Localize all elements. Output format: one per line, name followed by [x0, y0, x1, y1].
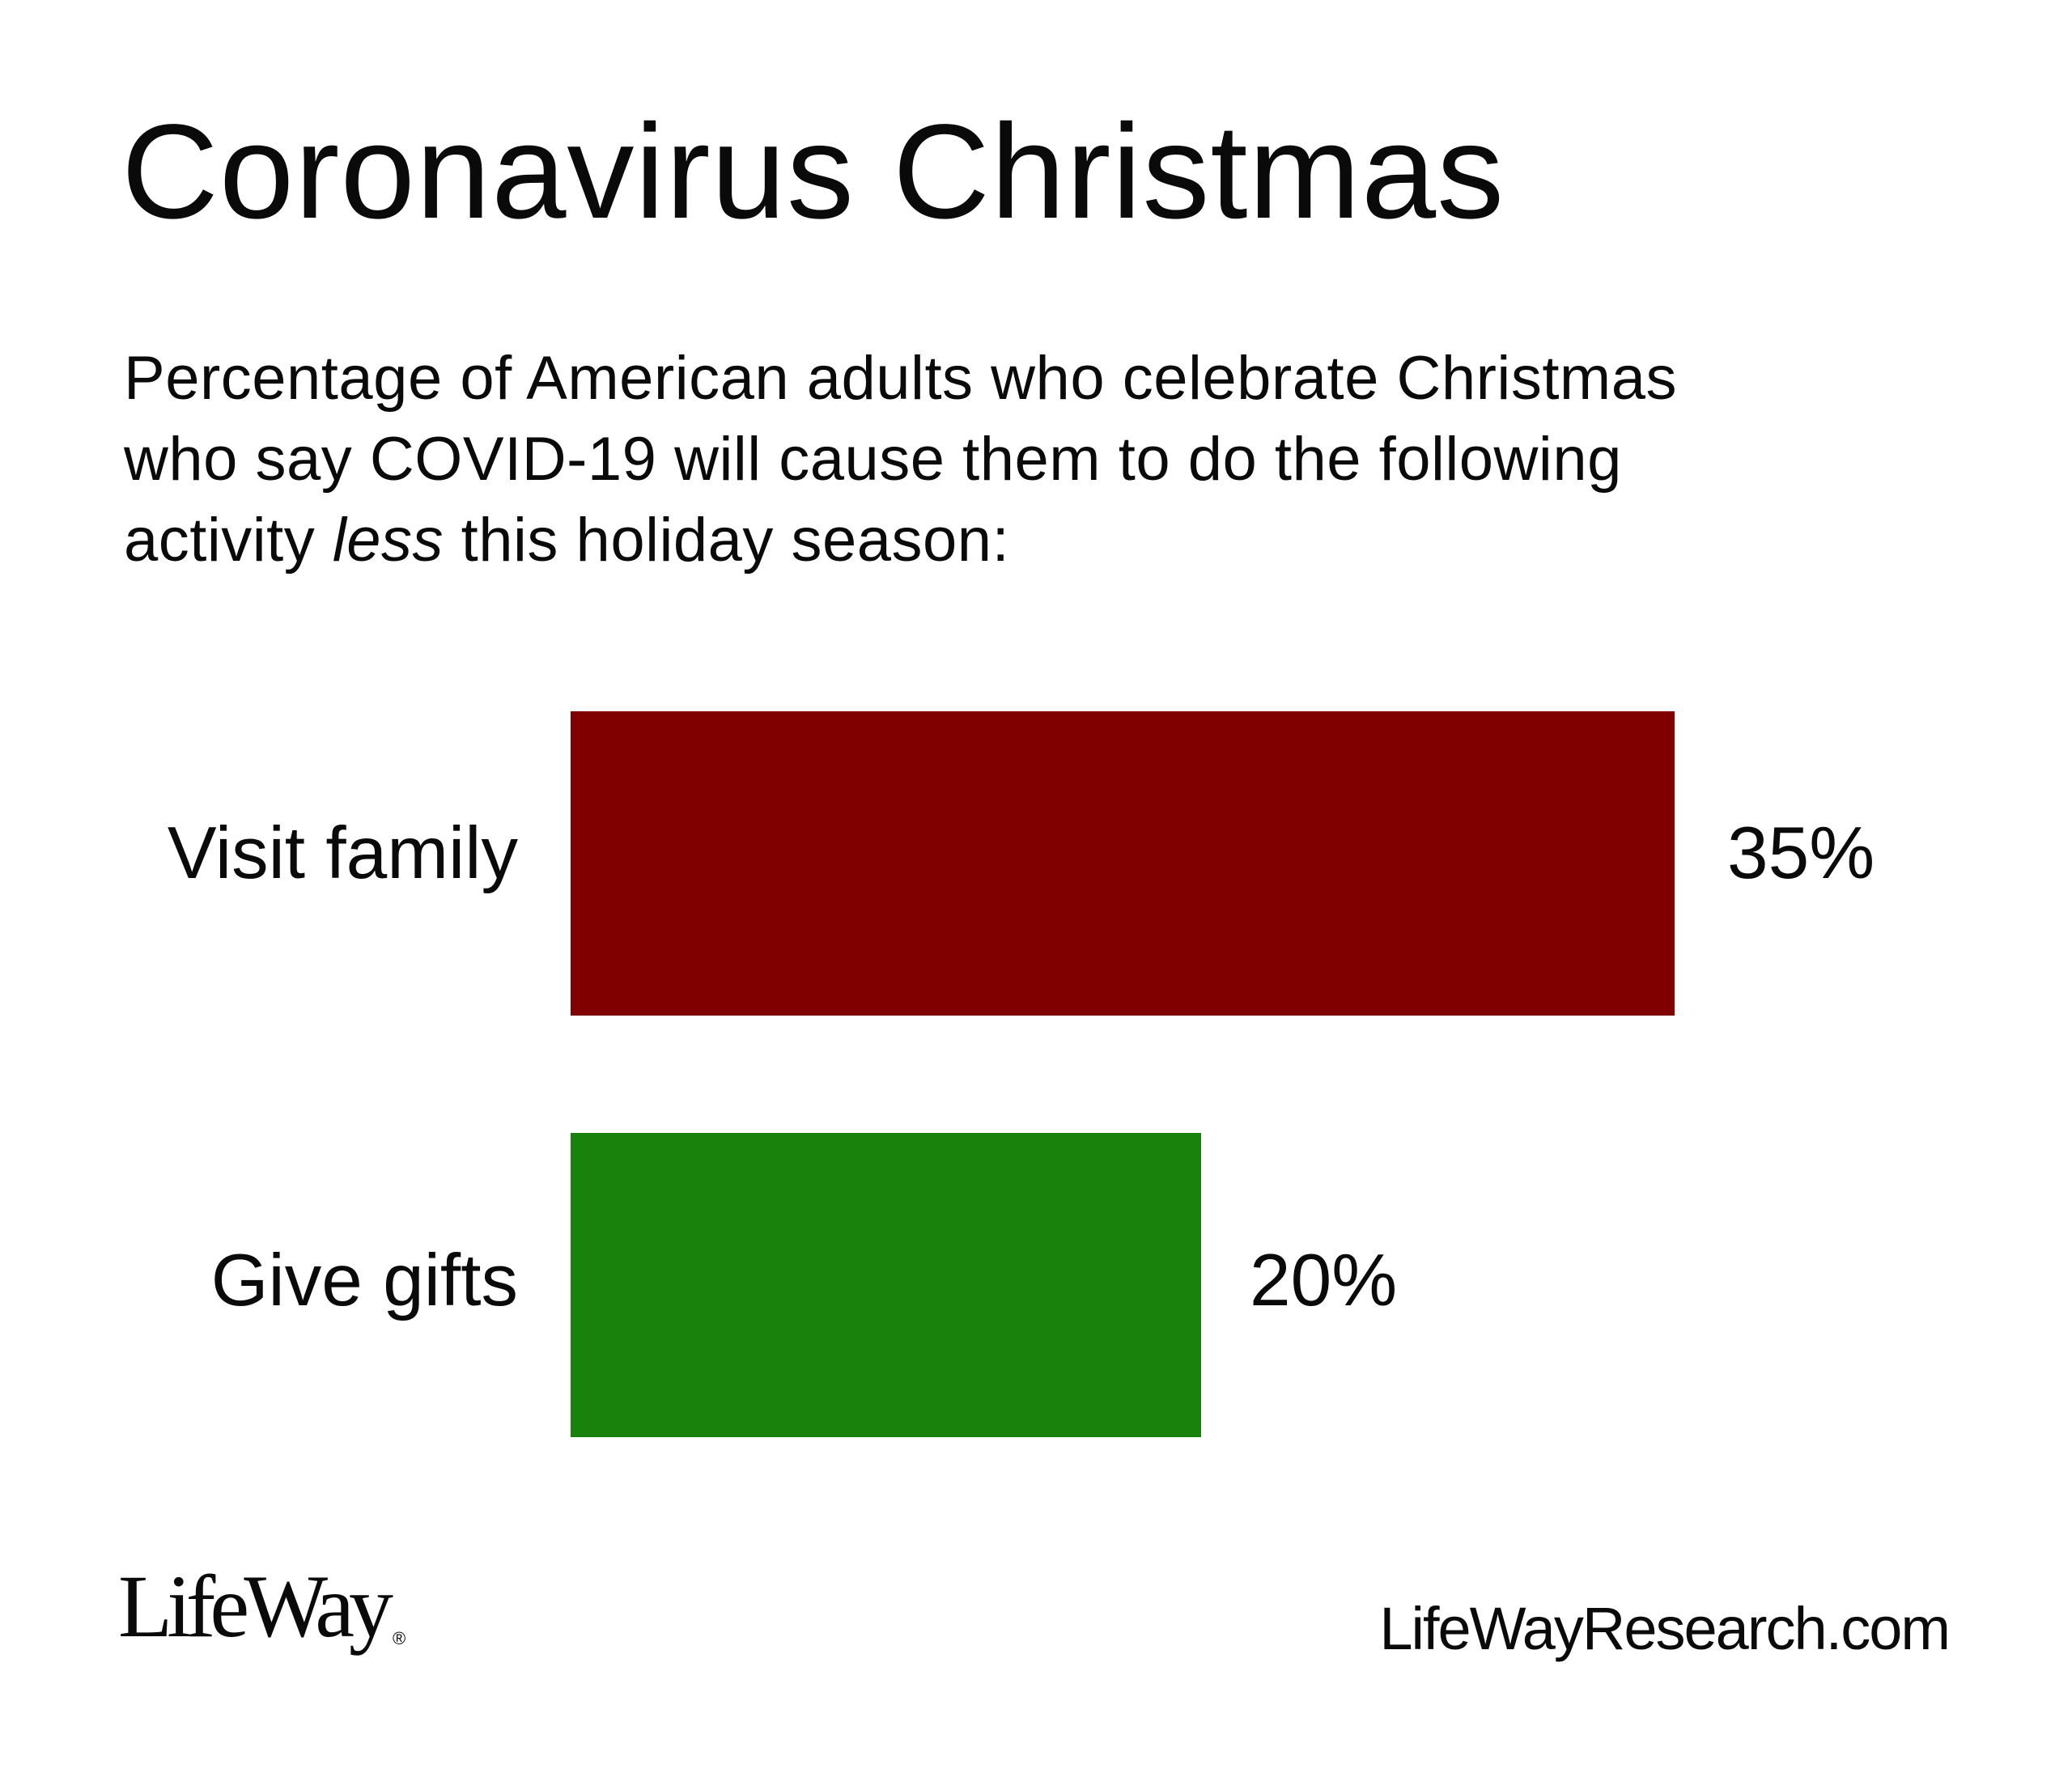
subtitle-line-3-prefix: activity	[124, 506, 333, 575]
lifeway-logo: LifeWay ®	[118, 1558, 405, 1687]
logo-text: LifeWay	[118, 1557, 393, 1656]
registered-mark-icon: ®	[393, 1628, 406, 1648]
chart-subtitle: Percentage of American adults who celebr…	[124, 338, 1677, 581]
bar-value-visit-family: 35%	[1727, 812, 1875, 894]
bar-give-gifts	[571, 1133, 1201, 1437]
subtitle-line-1: Percentage of American adults who celebr…	[124, 344, 1678, 413]
subtitle-emphasis: less	[332, 506, 444, 575]
bar-visit-family	[571, 711, 1675, 1016]
bar-label-visit-family: Visit family	[167, 812, 518, 894]
bar-label-give-gifts: Give gifts	[210, 1240, 518, 1321]
subtitle-line-3-suffix: this holiday season:	[444, 506, 1010, 575]
subtitle-line-2: who say COVID-19 will cause them to do t…	[124, 425, 1622, 494]
bar-value-give-gifts: 20%	[1250, 1240, 1398, 1321]
website-link[interactable]: LifeWayResearch.com	[1379, 1595, 1951, 1662]
chart-title: Coronavirus Christmas	[121, 97, 1505, 247]
